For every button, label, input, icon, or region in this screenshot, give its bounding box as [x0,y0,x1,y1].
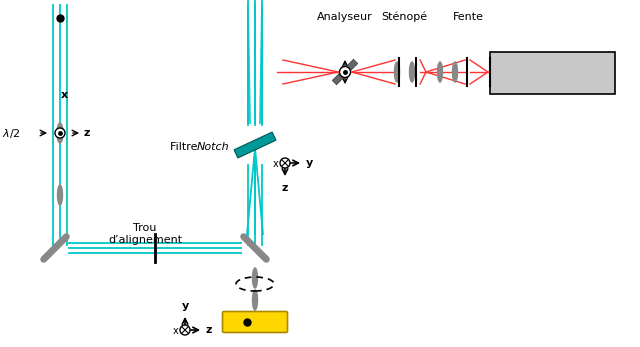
Ellipse shape [452,62,458,82]
Text: Sténopé: Sténopé [381,11,428,22]
Ellipse shape [57,123,63,143]
Circle shape [339,67,351,77]
Polygon shape [234,132,276,158]
FancyBboxPatch shape [223,312,287,332]
Text: Notch: Notch [197,142,230,152]
Circle shape [280,158,290,168]
Text: $\lambda$/2: $\lambda$/2 [2,127,20,139]
Text: x: x [172,326,178,336]
Text: Trou
d’alignement: Trou d’alignement [108,223,182,245]
Text: x: x [61,90,68,100]
Text: Analyseur: Analyseur [317,12,373,22]
Ellipse shape [253,268,257,288]
Text: Filtre: Filtre [170,142,201,152]
Text: x: x [272,159,278,169]
Ellipse shape [58,185,63,205]
Text: z: z [206,325,212,335]
Text: y: y [181,301,189,311]
FancyBboxPatch shape [490,52,615,94]
Ellipse shape [394,62,399,82]
Text: Fente: Fente [452,12,483,22]
Circle shape [55,128,65,138]
Text: z: z [84,128,90,138]
Text: Monochromateur
Détecteur CCD: Monochromateur Détecteur CCD [502,62,603,84]
Circle shape [180,325,190,335]
Ellipse shape [253,290,257,310]
Text: y: y [306,158,313,168]
Polygon shape [332,59,358,85]
Ellipse shape [410,62,415,82]
Ellipse shape [438,62,442,82]
Text: z: z [282,183,288,193]
